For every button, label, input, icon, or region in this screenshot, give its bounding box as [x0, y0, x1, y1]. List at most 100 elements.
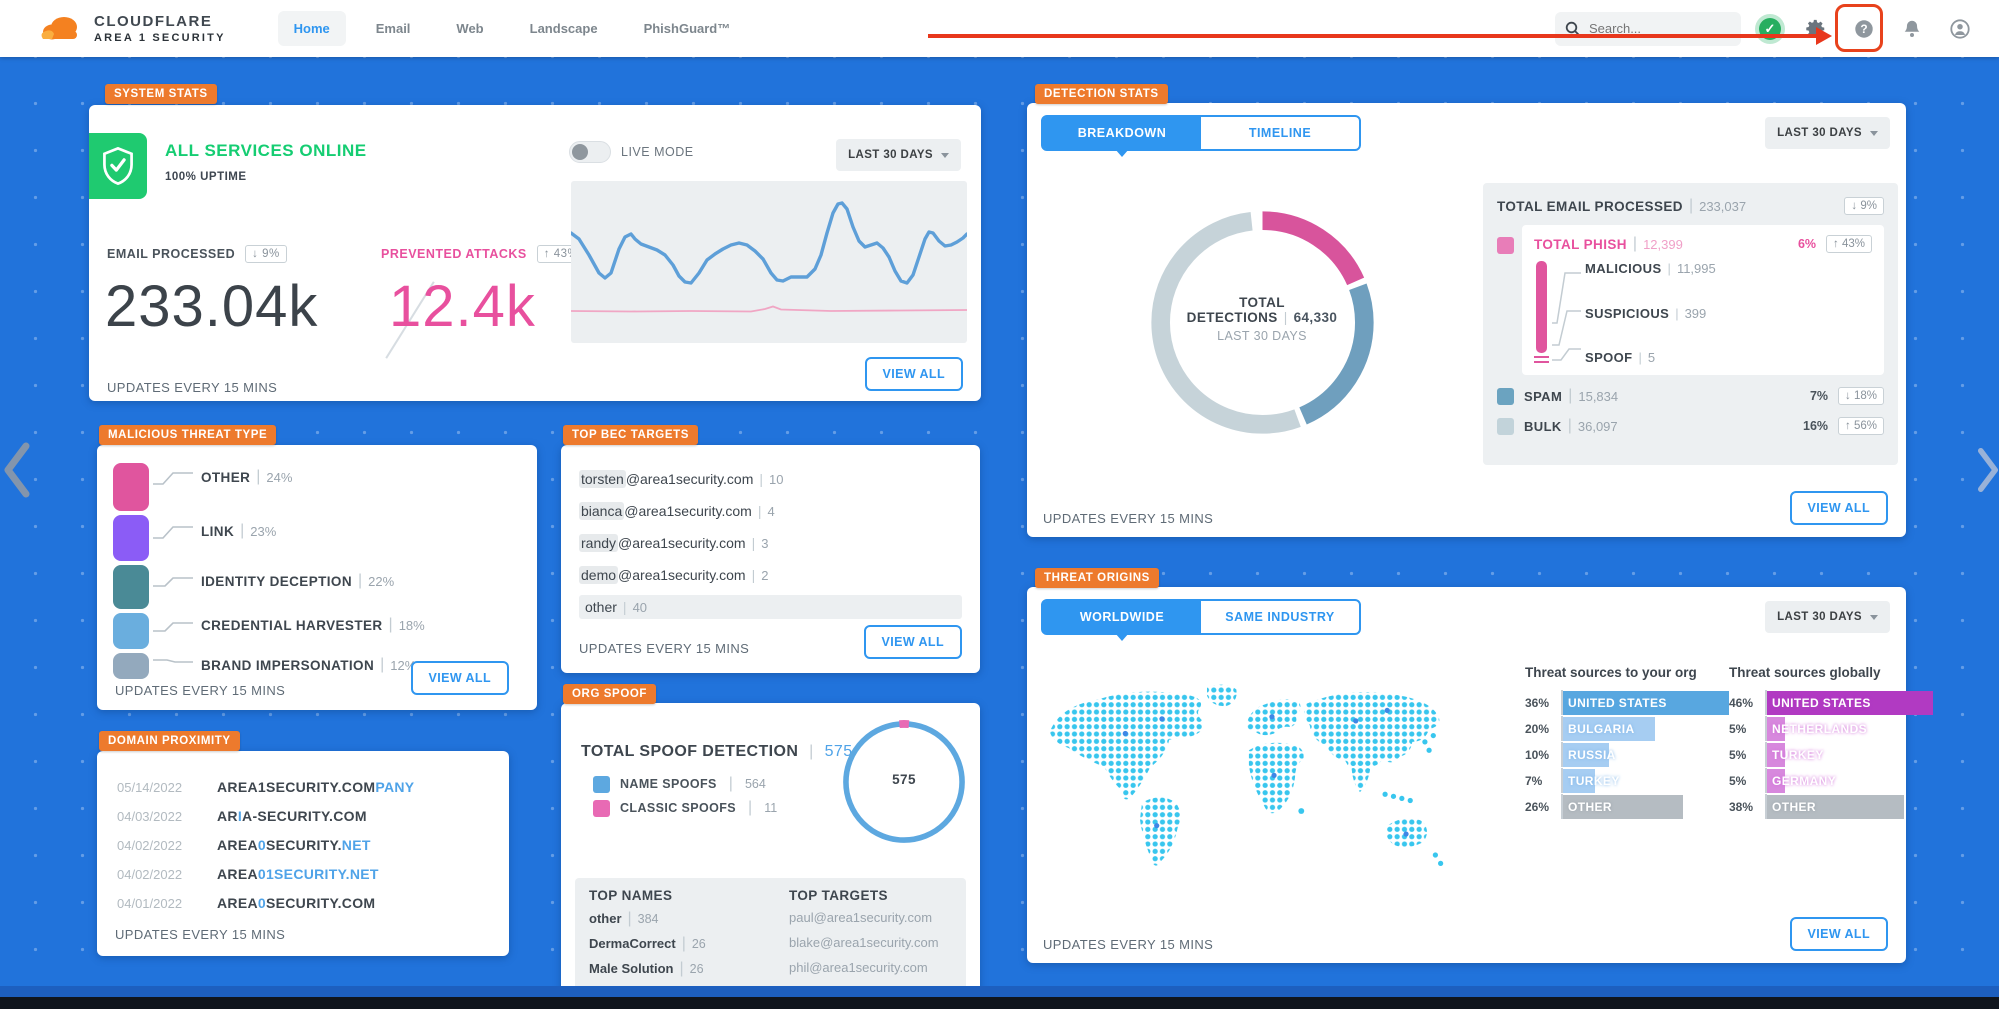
domain-part-highlight: 01SECURITY.NET	[257, 866, 379, 882]
domain-row[interactable]: 04/02/2022 AREA0SECURITY.NET	[117, 837, 371, 853]
total-phish-pct: 6%	[1797, 237, 1817, 251]
separator: |	[357, 572, 363, 589]
separator: |	[627, 910, 632, 927]
bar-pct: 5%	[1729, 747, 1747, 762]
bar-label: UNITED STATES	[1772, 695, 1871, 710]
malicious-threat-type-card: OTHER | 24% LINK | 23% IDENTITY DECEPTIO…	[97, 445, 537, 710]
total-phish-delta-badge: ↑ 43%	[1826, 235, 1872, 253]
nav-item-web[interactable]: Web	[456, 21, 484, 36]
top-bec-targets-tag: TOP BEC TARGETS	[563, 425, 698, 445]
domain-part: AREA	[217, 895, 258, 911]
protection-status-icon[interactable]: ✓	[1755, 13, 1785, 44]
separator: |	[1667, 261, 1671, 276]
separator: |	[751, 535, 756, 551]
account-button[interactable]	[1943, 12, 1977, 46]
nav-item-phishguard[interactable]: PhishGuard™	[643, 21, 731, 36]
spoof-details-panel: TOP NAMES TOP TARGETS other | 384 paul@are…	[575, 878, 966, 990]
nav-item-email[interactable]: Email	[375, 21, 411, 36]
legend-label: NAME SPOOFS	[620, 777, 717, 791]
domain-part-highlight: NET	[341, 837, 371, 853]
system-stats-view-all-button[interactable]: VIEW ALL	[864, 357, 963, 391]
spoof-name: other	[589, 911, 622, 926]
threat-row-identity-deception: IDENTITY DECEPTION | 22%	[201, 571, 394, 591]
separator: |	[1283, 310, 1288, 325]
bar-row: 10% RUSSIA	[1525, 742, 1735, 767]
bulk-label: BULK	[1524, 418, 1562, 434]
tab-same-industry[interactable]: SAME INDUSTRY	[1225, 610, 1335, 624]
bec-other-label: other	[585, 599, 617, 615]
domain-proximity-tag: DOMAIN PROXIMITY	[99, 731, 240, 751]
spoof-value: 5	[1647, 350, 1656, 365]
nav-item-landscape[interactable]: Landscape	[529, 21, 598, 36]
bar-label: RUSSIA	[1568, 747, 1616, 762]
bec-row[interactable]: demo @area1security.com | 2	[579, 563, 768, 587]
threat-row-brand-impersonation: BRAND IMPERSONATION | 12%	[201, 655, 416, 675]
live-mode-toggle[interactable]	[569, 141, 611, 163]
cloudflare-brand[interactable]: CLOUDFLARE AREA 1 SECURITY	[38, 13, 226, 45]
user-icon	[1950, 18, 1970, 39]
domain-part: AREA1SECURITY.COM	[217, 779, 376, 795]
detections-donut-center: TOTAL DETECTIONS | 64,330 LAST 30 DAYS	[1162, 295, 1362, 343]
bar-pct: 10%	[1525, 747, 1550, 762]
tab-breakdown[interactable]: BREAKDOWN	[1043, 117, 1201, 157]
nav-item-home[interactable]: Home	[277, 11, 346, 46]
threat-origins-range-dropdown[interactable]: LAST 30 DAYS	[1765, 601, 1890, 633]
bec-row[interactable]: torsten @area1security.com | 10	[579, 467, 783, 491]
detection-stats-card: BREAKDOWN TIMELINE LAST 30 DAYS TOTAL DE…	[1027, 103, 1906, 537]
spoof-total-value: 575	[824, 743, 853, 760]
domain-row[interactable]: 05/14/2022 AREA1SECURITY.COMPANY	[117, 779, 414, 795]
malicious-threat-view-all-button[interactable]: VIEW ALL	[410, 661, 509, 695]
carousel-next-chevron-icon[interactable]	[1976, 440, 1999, 500]
bec-row[interactable]: randy @area1security.com | 3	[579, 531, 768, 555]
separator: |	[679, 960, 684, 977]
detection-view-all-button[interactable]: VIEW ALL	[1789, 491, 1888, 525]
domain-part: A-SECURITY.COM	[242, 808, 367, 824]
bec-view-all-button[interactable]: VIEW ALL	[863, 625, 962, 659]
cloudflare-logo-icon	[41, 16, 77, 39]
bec-row[interactable]: bianca @area1security.com | 4	[579, 499, 775, 523]
carousel-prev-chevron-icon[interactable]	[2, 440, 32, 500]
domain-row[interactable]: 04/02/2022 AREA01SECURITY.NET	[117, 866, 379, 882]
threat-bar-link	[113, 515, 149, 561]
domain-row[interactable]: 04/03/2022 ARIA-SECURITY.COM	[117, 808, 367, 824]
brand-text: CLOUDFLARE AREA 1 SECURITY	[94, 13, 226, 44]
spoof-tick	[1534, 355, 1549, 358]
system-stats-range-dropdown[interactable]: LAST 30 DAYS	[836, 139, 961, 171]
detection-range-dropdown[interactable]: LAST 30 DAYS	[1765, 117, 1890, 149]
activity-sparkline-chart	[569, 181, 969, 343]
annotation-highlight-box	[1835, 4, 1883, 52]
help-button[interactable]: ?	[1847, 12, 1881, 46]
bar-pct: 20%	[1525, 721, 1550, 736]
bulk-swatch	[1497, 417, 1514, 435]
org-spoof-card: TOTAL SPOOF DETECTION | 575 NAME SPOOFS …	[561, 703, 980, 1002]
spoof-title-label: TOTAL SPOOF DETECTION	[581, 743, 799, 760]
search-box[interactable]	[1555, 11, 1741, 46]
bar-row: 5% TURKEY	[1729, 742, 1939, 767]
top-bec-targets-card: torsten @area1security.com | 10 bianca @are…	[561, 445, 980, 673]
spoof-row: other | 384 paul@area1security.com	[589, 910, 952, 928]
legend-swatch-pink	[593, 799, 610, 817]
bar-label: TURKEY	[1568, 773, 1620, 788]
bec-local-part: bianca	[579, 502, 625, 520]
donut-center-value: 64,330	[1293, 310, 1338, 325]
bec-row-other[interactable]: other | 40	[579, 595, 962, 619]
notifications-button[interactable]	[1895, 12, 1929, 46]
tab-timeline[interactable]: TIMELINE	[1248, 126, 1312, 140]
updates-text: UPDATES EVERY 15 MINS	[1043, 511, 1214, 526]
chevron-down-icon	[1870, 614, 1878, 620]
org-spoof-tag: ORG SPOOF	[563, 684, 657, 704]
threat-label: BRAND IMPERSONATION	[201, 657, 375, 673]
help-icon: ?	[1855, 19, 1873, 38]
bec-local-part: randy	[579, 534, 619, 552]
bec-domain-part: @area1security.com	[624, 503, 752, 519]
search-input[interactable]	[1589, 21, 1719, 36]
tab-worldwide[interactable]: WORLDWIDE	[1043, 601, 1201, 641]
domain-row[interactable]: 04/01/2022 AREA0SECURITY.COM	[117, 895, 375, 911]
phish-child-labels: MALICIOUS | 11,995 SUSPICIOUS | 399 SPOOF | 5	[1585, 261, 1716, 365]
spoof-row: DermaCorrect | 26 blake@area1security.com	[589, 935, 952, 953]
services-shield-icon	[89, 133, 147, 199]
threat-origins-view-all-button[interactable]: VIEW ALL	[1789, 917, 1888, 951]
domain-date: 05/14/2022	[117, 780, 183, 795]
spam-label: SPAM	[1524, 388, 1563, 404]
bar-label: TURKEY	[1772, 747, 1824, 762]
